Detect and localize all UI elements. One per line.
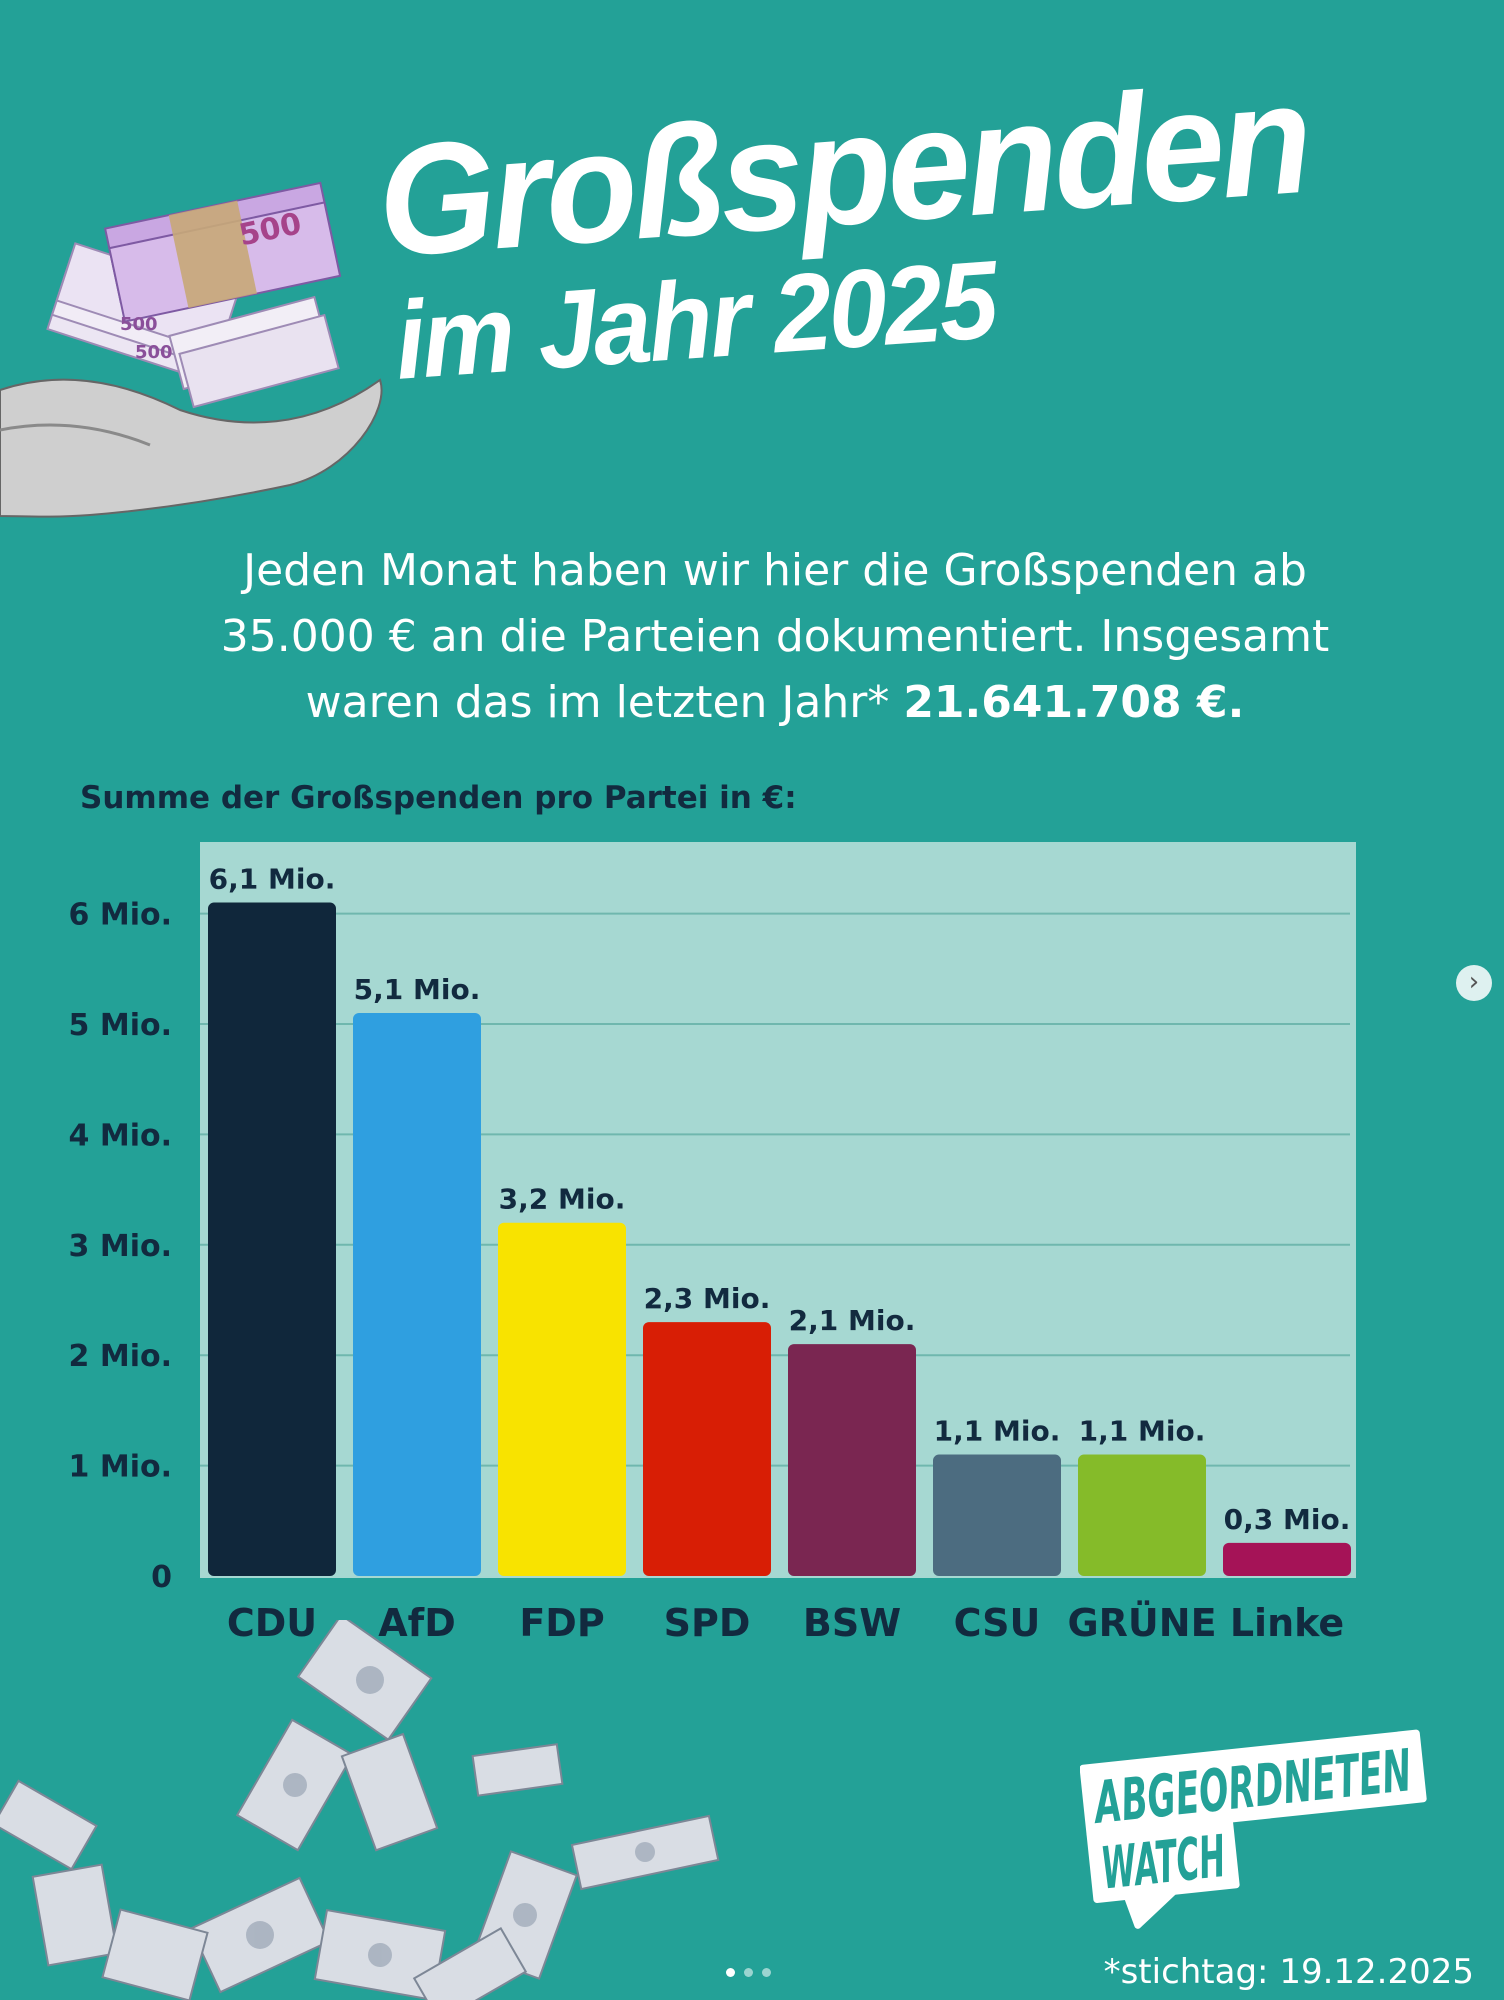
y-tick-label: 4 Mio. [69, 1118, 172, 1153]
svg-text:500: 500 [120, 314, 158, 335]
intro-line-3-prefix: waren das im letzten Jahr* [305, 677, 904, 728]
x-tick-label: BSW [803, 1601, 901, 1645]
logo-line-2: WATCH [1098, 1822, 1228, 1903]
stichtag-footnote: *stichtag: 19.12.2025 [1103, 1952, 1474, 1992]
y-tick-label: 6 Mio. [69, 898, 172, 933]
falling-banknotes-illustration [0, 1620, 720, 2000]
bar-chart: 0 1 Mio. 2 Mio. 3 Mio. 4 Mio. 5 Mio. 6 Mio. 6,1… [69, 842, 1356, 1645]
intro-line-2: 35.000 € an die Parteien dokumentiert. I… [220, 611, 1330, 662]
bar-value-label: 3,2 Mio. [499, 1183, 626, 1216]
carousel-dot-1[interactable] [726, 1968, 735, 1977]
bar-afd [353, 1012, 481, 1576]
chevron-right-icon: › [1468, 967, 1480, 997]
x-tick-label: CDU [227, 1601, 317, 1645]
next-slide-button[interactable]: › [1456, 965, 1492, 1001]
bar-bsw [788, 1344, 916, 1576]
x-tick-label: AfD [378, 1601, 455, 1645]
svg-text:500: 500 [135, 342, 173, 363]
x-tick-label: CSU [954, 1601, 1041, 1645]
intro-line-3: waren das im letzten Jahr* 21.641.708 €. [150, 670, 1400, 736]
bar-value-label: 1,1 Mio. [934, 1415, 1061, 1448]
bar-cdu [208, 902, 336, 1576]
bar-value-label: 1,1 Mio. [1079, 1415, 1206, 1448]
intro-total: 21.641.708 €. [903, 677, 1245, 728]
intro-text: Jeden Monat haben wir hier die Großspend… [150, 538, 1400, 736]
bar-spd [643, 1322, 771, 1576]
y-tick-label: 1 Mio. [69, 1450, 172, 1485]
x-tick-label: SPD [664, 1601, 751, 1645]
x-tick-label: GRÜNE [1067, 1601, 1216, 1645]
y-tick-label: 3 Mio. [69, 1229, 172, 1264]
bar-value-label: 6,1 Mio. [209, 863, 336, 896]
bar-csu [933, 1454, 1061, 1576]
y-tick-label: 2 Mio. [69, 1339, 172, 1374]
carousel-dot-2[interactable] [744, 1968, 753, 1977]
intro-line-1: Jeden Monat haben wir hier die Großspend… [243, 545, 1307, 596]
bar-value-label: 2,3 Mio. [644, 1282, 771, 1315]
bar-linke [1223, 1542, 1351, 1576]
carousel-indicator [726, 1968, 771, 1977]
bar-value-label: 2,1 Mio. [789, 1304, 916, 1337]
x-tick-label: FDP [519, 1601, 604, 1645]
x-tick-label: Linke [1230, 1601, 1344, 1645]
chart-title: Summe der Großspenden pro Partei in €: [80, 780, 797, 816]
y-tick-label: 5 Mio. [69, 1008, 172, 1043]
bar-fdp [498, 1222, 626, 1576]
y-tick-label: 0 [151, 1560, 172, 1595]
bar-value-label: 0,3 Mio. [1224, 1503, 1351, 1536]
bar-value-label: 5,1 Mio. [354, 973, 481, 1006]
carousel-dot-3[interactable] [762, 1968, 771, 1977]
money-hand-illustration: 500 500 500 [0, 181, 383, 518]
bar-grüne [1078, 1454, 1206, 1576]
abgeordnetenwatch-logo: ABGEORDNETEN WATCH [1080, 1729, 1427, 1929]
